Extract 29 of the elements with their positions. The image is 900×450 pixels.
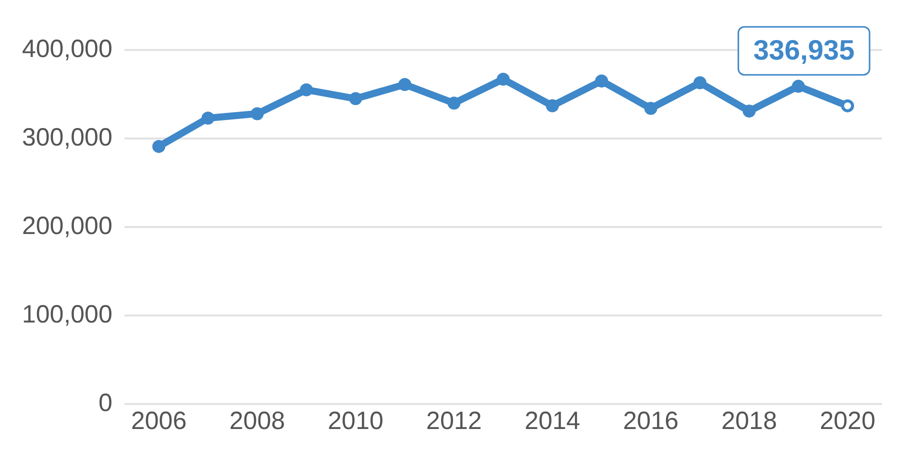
x-tick-label: 2018 [721,406,777,435]
point [447,96,460,110]
annotation: 336,935 [753,34,855,66]
x-tick-label: 2010 [328,406,384,435]
point [841,99,854,112]
x-tick-label: 2008 [229,406,286,435]
x-tick-label: 2016 [622,406,679,435]
y-tick-label: 400,000 [22,34,112,63]
point [595,74,608,88]
point [496,72,510,86]
point [202,112,215,125]
x-tick-label: 2012 [426,406,482,435]
point [250,107,264,120]
y-tick-label: 300,000 [22,123,112,152]
y-tick-label: 200,000 [22,212,112,240]
point [693,76,706,90]
x-tick-label: 2020 [820,406,876,435]
x-tick-label: 2014 [524,406,580,435]
point [349,92,362,106]
point [300,83,313,96]
point [792,80,805,93]
x-tick-label: 2006 [130,406,187,435]
y-tick-label: 0 [98,388,112,417]
y-tick-label: 100,000 [22,300,112,328]
point [398,78,412,92]
point [644,102,658,115]
point [546,99,559,112]
point [152,140,166,153]
point [742,104,756,118]
